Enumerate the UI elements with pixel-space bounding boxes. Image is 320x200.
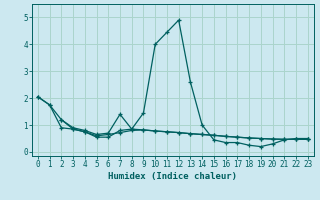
X-axis label: Humidex (Indice chaleur): Humidex (Indice chaleur) xyxy=(108,172,237,181)
